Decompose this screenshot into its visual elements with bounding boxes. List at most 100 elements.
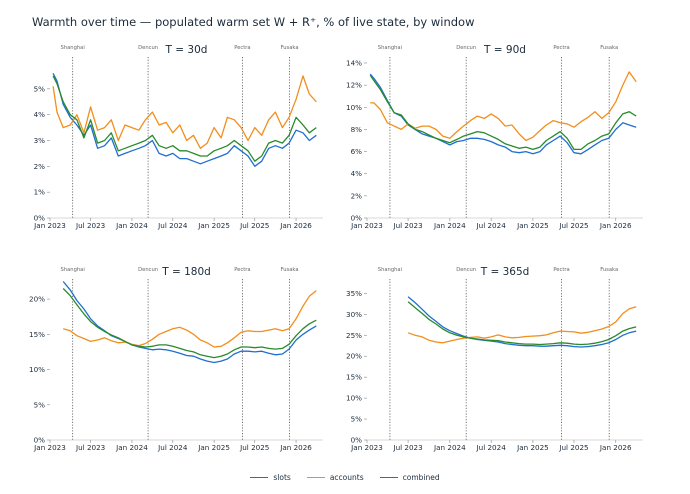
panel-title: T = 365d <box>480 266 530 278</box>
legend-swatch <box>250 477 269 478</box>
event-label: Dencun <box>138 45 158 51</box>
x-tick-label: Jul 2023 <box>392 443 422 452</box>
legend-label: slots <box>273 473 291 482</box>
series-line-combined <box>52 75 317 162</box>
panel-title: T = 180d <box>161 266 211 278</box>
x-tick-label: Jan 2026 <box>599 443 632 452</box>
event-label: Shanghai <box>61 267 85 273</box>
panel-4: 0% 5% 10% 15% 20% 25% 30% 35% Jan 2023 Jul 2023 Ja… <box>346 266 643 452</box>
y-tick-label: 15% <box>29 330 45 339</box>
panel-2: 0% 2% 4% 6% 8% 10% 12% 14% Jan 2023 Jul 2023 Jan 2… <box>346 44 643 230</box>
y-tick-label: 20% <box>29 295 45 304</box>
x-tick-label: Jan 2025 <box>516 221 549 230</box>
x-tick-label: Jul 2024 <box>157 443 188 452</box>
series-line-accounts <box>63 290 317 348</box>
x-tick-label: Jan 2024 <box>115 221 148 230</box>
panel-1: 0% 1% 2% 3% 4% 5% Jan 2023 Jul 2023 Jan 2024 Jul … <box>33 44 323 230</box>
legend-label: combined <box>402 473 440 482</box>
event-label: Pectra <box>234 267 250 273</box>
legend: slots accounts combined <box>0 473 690 482</box>
y-tick-label: 8% <box>351 125 363 134</box>
event-label: Fusaka <box>600 45 618 51</box>
event-label: Shanghai <box>378 267 402 273</box>
event-label: Dencun <box>456 45 476 51</box>
y-tick-label: 1% <box>34 188 46 197</box>
x-tick-label: Jul 2024 <box>476 443 507 452</box>
y-tick-label: 20% <box>346 352 362 361</box>
y-tick-label: 6% <box>351 147 363 156</box>
event-label: Dencun <box>138 267 158 273</box>
x-tick-label: Jan 2026 <box>599 221 632 230</box>
event-label: Pectra <box>553 267 569 273</box>
legend-swatch <box>379 477 398 478</box>
legend-item-accounts: accounts <box>306 473 364 482</box>
series-line-slots <box>52 73 317 167</box>
event-label: Pectra <box>234 45 250 51</box>
event-label: Fusaka <box>281 267 299 273</box>
x-tick-label: Jan 2024 <box>433 221 466 230</box>
y-tick-label: 25% <box>346 331 362 340</box>
y-tick-label: 10% <box>29 365 45 374</box>
x-tick-label: Jan 2024 <box>433 443 466 452</box>
x-tick-label: Jan 2023 <box>350 443 383 452</box>
event-label: Shanghai <box>61 45 85 51</box>
x-tick-label: Jul 2024 <box>157 221 188 230</box>
series-line-accounts <box>370 71 637 142</box>
event-label: Fusaka <box>600 267 618 273</box>
panel-title: T = 90d <box>483 44 526 56</box>
x-tick-label: Jul 2023 <box>392 221 422 230</box>
x-tick-label: Jan 2023 <box>33 443 66 452</box>
event-label: Shanghai <box>378 45 402 51</box>
legend-item-combined: combined <box>379 473 440 482</box>
x-tick-label: Jan 2024 <box>115 443 148 452</box>
y-tick-label: 30% <box>346 310 362 319</box>
y-tick-label: 35% <box>346 289 362 298</box>
y-tick-label: 5% <box>351 415 363 424</box>
legend-label: accounts <box>329 473 364 482</box>
y-tick-label: 4% <box>351 169 363 178</box>
y-tick-label: 2% <box>351 191 363 200</box>
x-tick-label: Jan 2023 <box>33 221 66 230</box>
event-label: Fusaka <box>281 45 299 51</box>
y-tick-label: 0% <box>351 436 363 445</box>
x-tick-label: Jul 2025 <box>239 221 269 230</box>
series-line-combined <box>62 288 317 359</box>
x-tick-label: Jul 2023 <box>75 443 105 452</box>
series-line-accounts <box>407 306 637 344</box>
series-line-slots <box>407 296 637 348</box>
y-tick-label: 10% <box>346 394 362 403</box>
y-tick-label: 5% <box>34 84 46 93</box>
figure-title: Warmth over time — populated warm set W … <box>32 15 475 29</box>
y-tick-label: 0% <box>34 436 46 445</box>
event-label: Dencun <box>456 267 476 273</box>
x-tick-label: Jul 2025 <box>558 221 588 230</box>
y-tick-label: 2% <box>34 162 46 171</box>
y-tick-label: 12% <box>346 81 362 90</box>
event-label: Pectra <box>553 45 569 51</box>
y-tick-label: 3% <box>34 136 46 145</box>
series-line-accounts <box>52 75 317 149</box>
x-tick-label: Jan 2026 <box>279 221 312 230</box>
x-tick-label: Jan 2026 <box>279 443 312 452</box>
legend-item-slots: slots <box>250 473 291 482</box>
panel-title: T = 30d <box>165 44 208 56</box>
x-tick-label: Jan 2023 <box>350 221 383 230</box>
y-tick-label: 0% <box>351 214 363 223</box>
x-tick-label: Jul 2023 <box>75 221 105 230</box>
series-line-combined <box>407 301 637 346</box>
panel-3: 0% 5% 10% 15% 20% Jan 2023 Jul 2023 Jan 2024 Jul… <box>29 266 323 452</box>
series-line-combined <box>369 74 637 151</box>
x-tick-label: Jul 2025 <box>239 443 269 452</box>
y-tick-label: 14% <box>346 59 362 68</box>
x-tick-label: Jan 2025 <box>516 443 549 452</box>
series-line-slots <box>62 281 317 364</box>
y-tick-label: 5% <box>34 400 46 409</box>
x-tick-label: Jan 2025 <box>197 443 230 452</box>
y-tick-label: 4% <box>34 110 46 119</box>
y-tick-label: 15% <box>346 373 362 382</box>
legend-swatch <box>306 477 325 478</box>
y-tick-label: 0% <box>34 214 46 223</box>
x-tick-label: Jul 2025 <box>558 443 588 452</box>
